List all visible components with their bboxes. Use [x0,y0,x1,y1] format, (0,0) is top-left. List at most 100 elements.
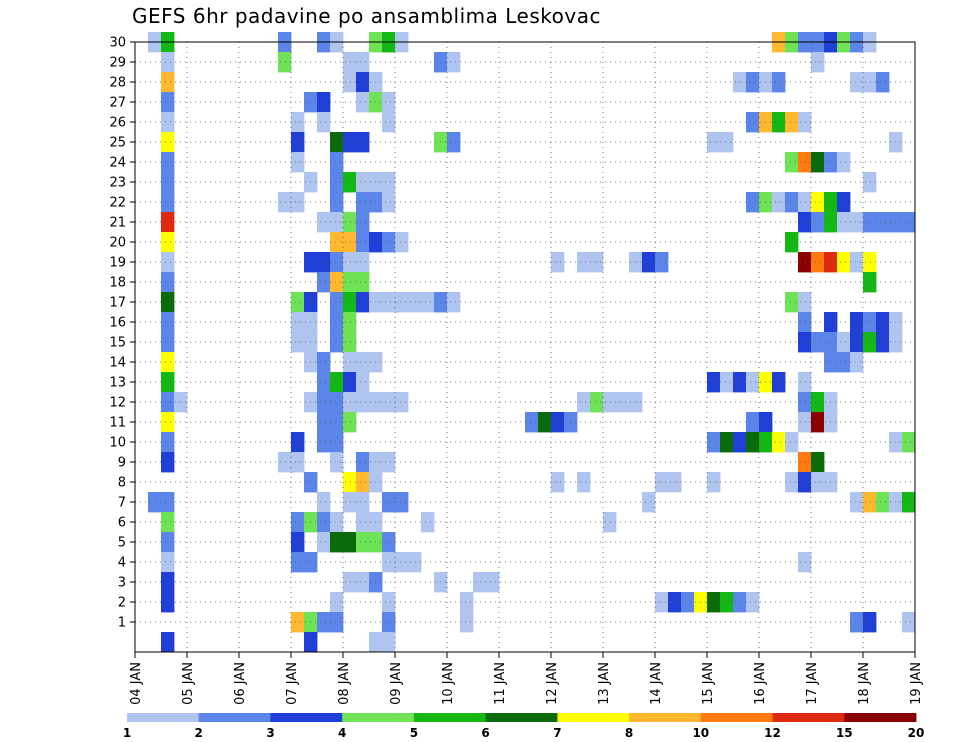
heatmap-cell [850,72,864,93]
heatmap-cell [291,152,305,173]
heatmap-cell [746,372,760,393]
heatmap-cell [161,72,175,93]
heatmap-cell [746,72,760,93]
heatmap-cell [538,412,552,433]
heatmap-cell [343,72,357,93]
y-tick-label: 18 [109,276,126,291]
heatmap-cell [291,432,305,453]
heatmap-cell [343,52,357,73]
heatmap-cell [356,372,370,393]
heatmap-cell [330,372,344,393]
heatmap-cell [330,152,344,173]
heatmap-cell [668,592,682,613]
heatmap-cell [772,432,786,453]
heatmap-cell [525,412,539,433]
heatmap-cell [356,252,370,273]
heatmap-cell [356,232,370,253]
heatmap-cell [317,112,331,133]
heatmap-cell [356,392,370,413]
heatmap-cell [863,612,877,633]
color-scale-swatch [127,713,200,722]
heatmap-cell [382,612,396,633]
heatmap-cell [330,292,344,313]
heatmap-cell [707,432,721,453]
heatmap-cell [798,292,812,313]
heatmap-cell [785,232,799,253]
x-tick-label: 08 JAN [337,662,352,705]
color-scale-swatch [772,713,845,722]
heatmap-cell [850,492,864,513]
heatmap-cell [356,292,370,313]
heatmap-cell [837,152,851,173]
heatmap-cell [798,192,812,213]
heatmap-cell [161,372,175,393]
y-tick-label: 20 [109,236,126,251]
heatmap-cell [785,192,799,213]
heatmap-cell [291,312,305,333]
heatmap-cell [837,192,851,213]
heatmap-cell [707,372,721,393]
heatmap-cell [785,152,799,173]
heatmap-cell [356,172,370,193]
heatmap-cell [343,332,357,353]
heatmap-cell [798,312,812,333]
heatmap-cell [356,272,370,293]
heatmap-cell [811,472,825,493]
heatmap-cell [707,592,721,613]
heatmap-cell [161,332,175,353]
heatmap-cell [421,292,435,313]
heatmap-cell [850,352,864,373]
heatmap-cell [681,592,695,613]
heatmap-cell [330,132,344,153]
color-scale-label: 1 [123,726,131,740]
heatmap-cell [161,292,175,313]
heatmap-cell [798,112,812,133]
heatmap-cell [837,212,851,233]
heatmap-cell [161,452,175,473]
heatmap-cell [278,192,292,213]
heatmap-cell [356,572,370,593]
heatmap-cell [811,252,825,273]
x-tick-label: 11 JAN [493,662,508,705]
x-tick-label: 06 JAN [233,662,248,705]
x-tick-label: 19 JAN [909,662,924,705]
color-scale-swatch [485,713,558,722]
heatmap-cell [642,252,656,273]
heatmap-cell [850,312,864,333]
heatmap-cell [330,312,344,333]
heatmap-cell [746,592,760,613]
heatmap-cell [356,132,370,153]
heatmap-cell [382,392,396,413]
heatmap-cell [811,152,825,173]
color-scale-swatch [700,713,773,722]
y-tick-label: 4 [118,556,126,571]
heatmap-cell [902,432,916,453]
heatmap-cell [356,532,370,553]
heatmap-cell [772,112,786,133]
heatmap-cell [343,372,357,393]
heatmap-cell [746,192,760,213]
heatmap-cell [356,192,370,213]
heatmap-cell [785,292,799,313]
heatmap-cell [356,452,370,473]
heatmap-cell [460,592,474,613]
heatmap-cell [161,552,175,573]
heatmap-cell [720,592,734,613]
heatmap-cell [772,72,786,93]
heatmap-cell [161,512,175,533]
heatmap-cell [382,452,396,473]
heatmap-cell [382,172,396,193]
heatmap-cell [317,352,331,373]
heatmap-cell [655,472,669,493]
heatmap-cell [395,492,409,513]
color-scale-label: 6 [481,726,489,740]
heatmap-cell [330,432,344,453]
y-tick-label: 25 [109,136,126,151]
heatmap-cell [447,52,461,73]
heatmap-cell [330,172,344,193]
heatmap-cell [707,132,721,153]
heatmap-cell [746,432,760,453]
x-tick-label: 05 JAN [181,662,196,705]
heatmap-cell [161,492,175,513]
y-tick-label: 8 [118,476,126,491]
